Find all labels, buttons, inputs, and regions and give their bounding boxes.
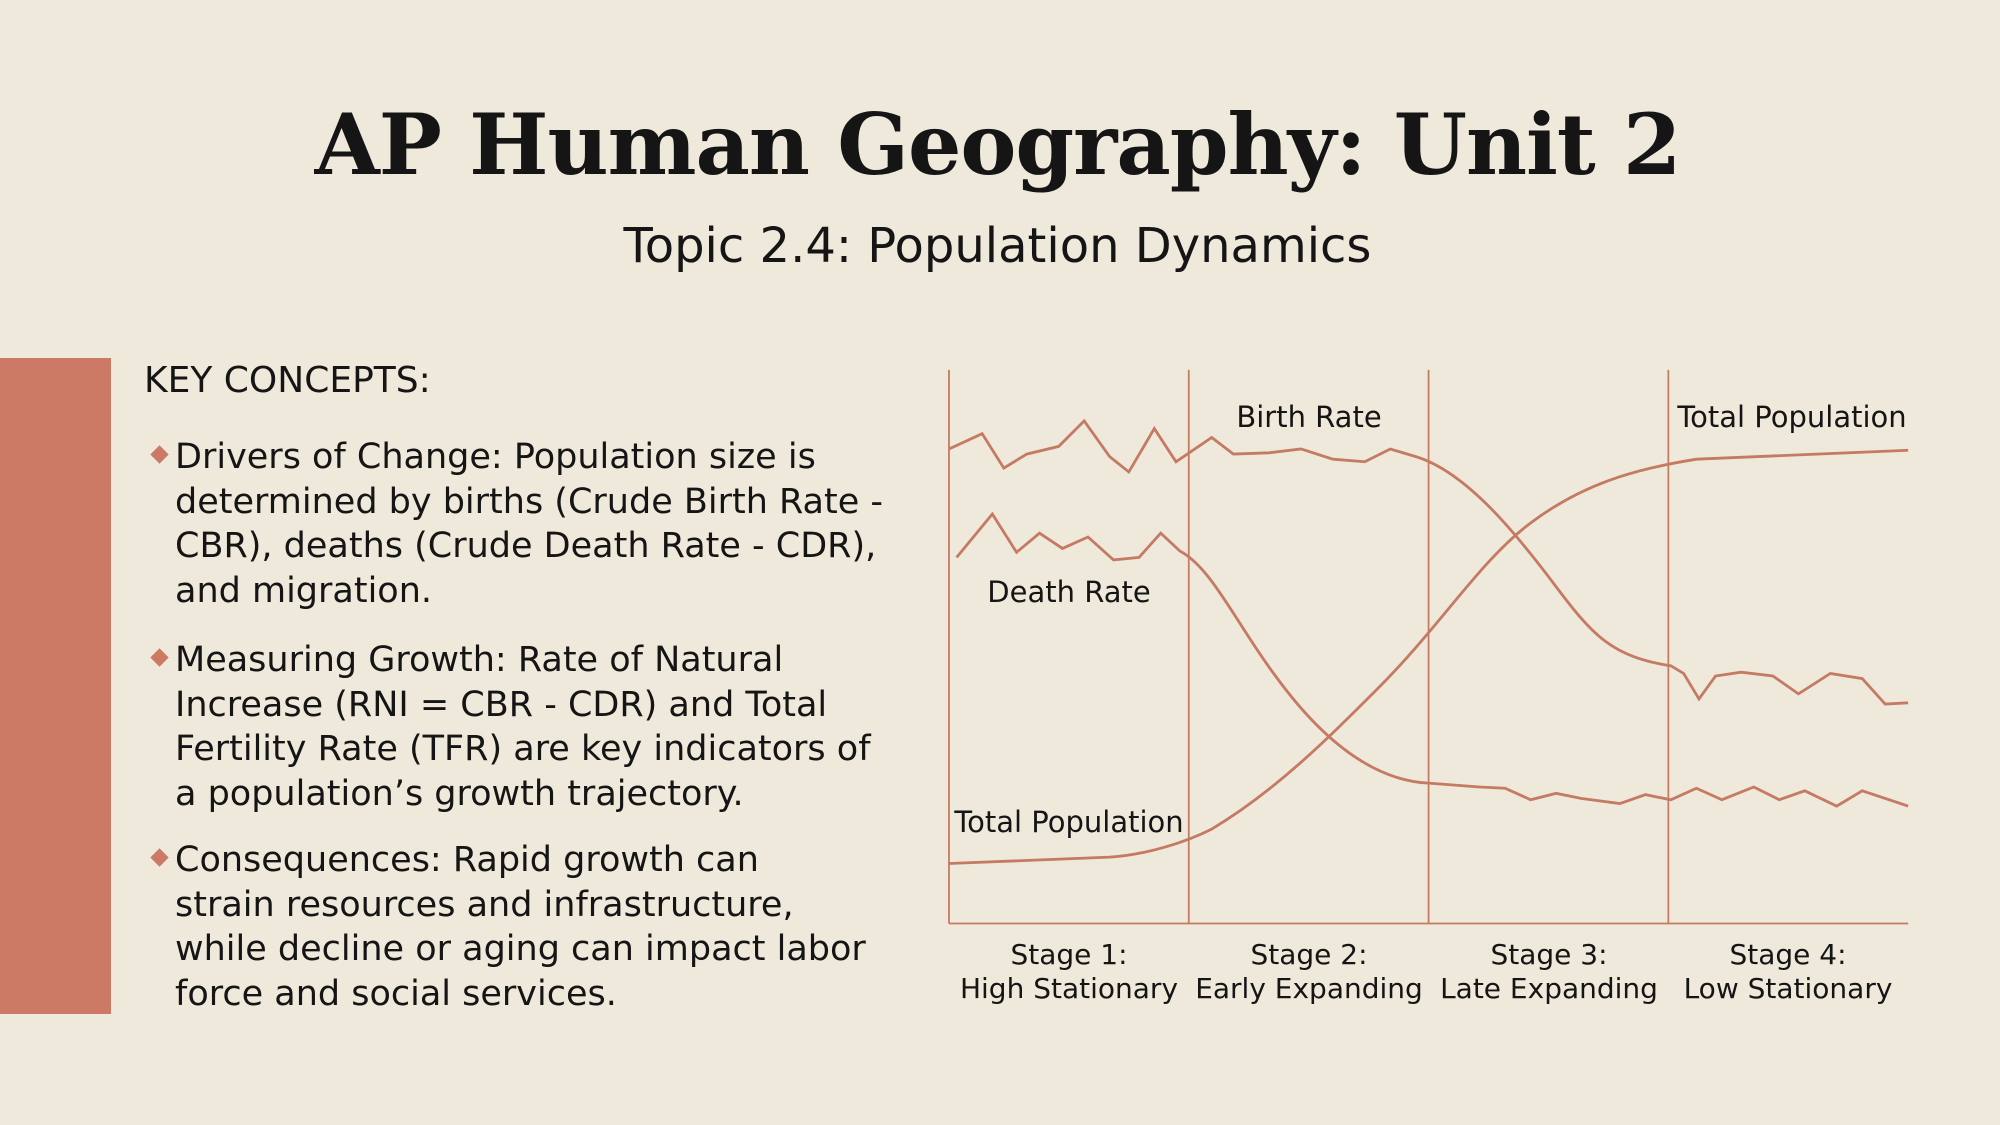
bullet-line: while decline or aging can impact labor bbox=[175, 929, 866, 969]
bullet-item: Drivers of Change: Population size is det… bbox=[150, 435, 884, 613]
bullet-line: Increase (RNI = CBR - CDR) and Total bbox=[175, 684, 828, 725]
stage-label: Low Stationary bbox=[1684, 972, 1893, 1005]
curve-label: Total Population bbox=[1676, 400, 1906, 434]
bullet-line: Drivers of Change: Population size is bbox=[175, 437, 816, 477]
curve-label: Birth Rate bbox=[1236, 400, 1381, 434]
subtitle: Topic 2.4: Population Dynamics bbox=[623, 218, 1372, 274]
birth-rate-curve bbox=[948, 418, 1909, 706]
stage-label: Stage 2: bbox=[1250, 938, 1367, 971]
bullet-line: determined by births (Crude Birth Rate - bbox=[175, 481, 884, 522]
stage-label: High Stationary bbox=[960, 972, 1178, 1005]
bullet-line: strain resources and infrastructure, bbox=[175, 884, 794, 925]
bullet-item: Consequences: Rapid growth can strain res… bbox=[150, 838, 866, 1016]
bullet-line: a population’s growth trajectory. bbox=[175, 773, 744, 814]
death-rate-curve bbox=[955, 511, 1909, 808]
diagram-lines bbox=[948, 369, 1909, 925]
bullet-line: Fertility Rate (TFR) are key indicators … bbox=[175, 729, 871, 769]
total-population-curve bbox=[948, 448, 1909, 865]
bullet-line: Consequences: Rapid growth can bbox=[175, 840, 759, 880]
bullet-line: CBR), deaths (Crude Death Rate - CDR), bbox=[175, 526, 877, 566]
title: AP Human Geography: Unit 2 bbox=[314, 95, 1682, 194]
stage-label: Stage 4: bbox=[1729, 938, 1846, 971]
key-concepts-heading: KEY CONCEPTS: bbox=[144, 360, 431, 401]
stage-label: Early Expanding bbox=[1195, 972, 1423, 1005]
stage-label: Stage 3: bbox=[1490, 938, 1607, 971]
bullet-line: force and social services. bbox=[175, 973, 617, 1014]
bullet-item: Measuring Growth: Rate of Natural Increas… bbox=[150, 638, 871, 816]
curve-label: Death Rate bbox=[987, 575, 1150, 609]
stage-label: Late Expanding bbox=[1440, 972, 1658, 1005]
accent-bar bbox=[0, 358, 111, 1014]
curve-label: Total Population bbox=[953, 805, 1183, 839]
stage-label: Stage 1: bbox=[1010, 938, 1127, 971]
bullet-line: and migration. bbox=[175, 570, 433, 611]
bullet-line: Measuring Growth: Rate of Natural bbox=[175, 640, 784, 680]
